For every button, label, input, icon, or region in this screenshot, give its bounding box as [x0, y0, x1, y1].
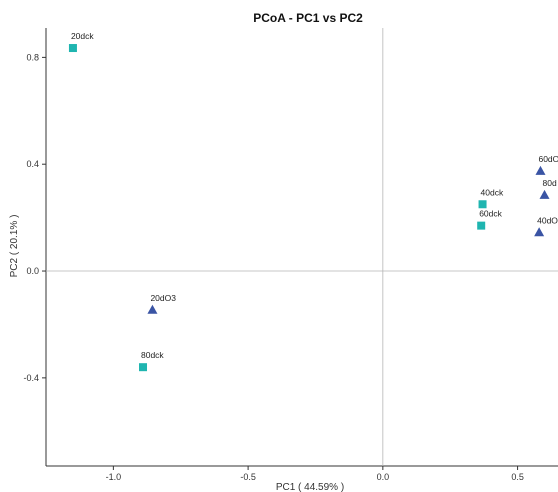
x-axis-title: PC1 ( 44.59% ) [276, 482, 344, 492]
y-tick-label: 0.0 [26, 266, 39, 276]
point-label: 20dO3 [150, 293, 176, 303]
x-tick-label: -0.5 [240, 472, 256, 482]
x-axis-ticks: -1.0 -0.5 0.0 0.5 [106, 466, 524, 482]
point-label: 40dck [481, 187, 504, 197]
square-marker [478, 200, 487, 209]
triangle-marker [147, 304, 158, 314]
y-tick-label: -0.4 [23, 373, 39, 383]
triangle-marker [539, 189, 550, 199]
point-label: 40dO [537, 215, 558, 225]
point-label: 60dO [538, 154, 558, 164]
triangle-marker [534, 227, 545, 237]
x-tick-label: 0.5 [511, 472, 524, 482]
square-marker [139, 363, 148, 372]
data-points: 20dck 80dck 40dck 60dck 20dO3 60dO 80d 40dO [68, 31, 558, 372]
zero-lines [46, 28, 558, 466]
chart-title: PCoA - PC1 vs PC2 [253, 11, 363, 25]
x-tick-label: 0.0 [377, 472, 390, 482]
y-tick-label: 0.4 [26, 159, 39, 169]
point-label: 80d [543, 178, 557, 188]
square-marker [477, 221, 486, 230]
point-label: 60dck [479, 209, 502, 219]
y-axis-ticks: 0.8 0.4 0.0 -0.4 [23, 52, 46, 383]
y-tick-label: 0.8 [26, 52, 39, 62]
point-label: 80dck [141, 350, 164, 360]
y-axis-title: PC2 ( 20.1% ) [9, 215, 20, 278]
x-tick-label: -1.0 [106, 472, 122, 482]
triangle-marker [535, 165, 546, 175]
square-marker [68, 44, 77, 53]
point-label: 20dck [71, 31, 94, 41]
